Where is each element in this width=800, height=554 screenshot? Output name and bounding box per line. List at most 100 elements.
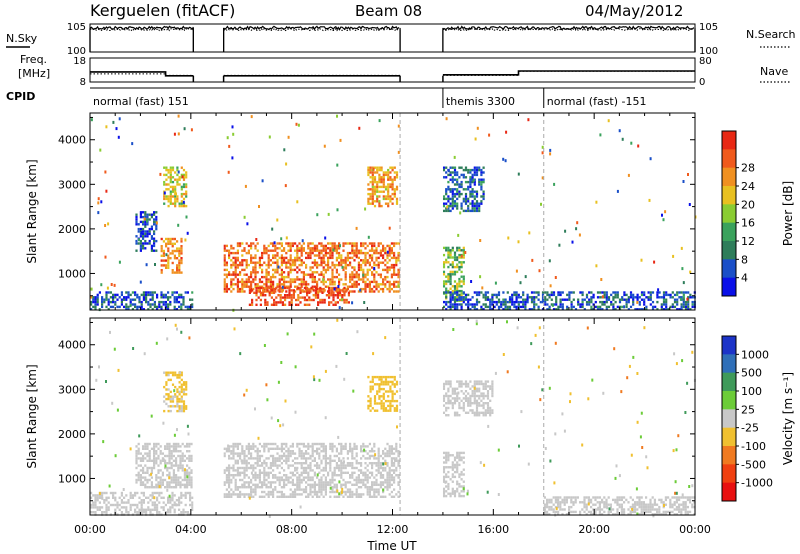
power-panel-cell [473, 171, 476, 174]
power-panel-cell [533, 308, 536, 311]
power-panel-scatter [185, 215, 188, 219]
power-panel-cell [178, 254, 181, 257]
power-panel-frame [89, 112, 696, 311]
velocity-panel-cell [135, 459, 138, 462]
power-panel-cell [375, 283, 378, 286]
power-panel-cell [150, 249, 153, 252]
power-panel-cell [376, 188, 379, 191]
power-panel-cell [223, 254, 226, 257]
velocity-panel-cell [320, 476, 323, 479]
velocity-panel-cell [137, 476, 140, 479]
velocity-panel-cell [162, 496, 165, 499]
velocity-panel-cell [176, 409, 179, 413]
power-panel-cell [671, 305, 674, 309]
velocity-panel-cell [367, 375, 370, 379]
velocity-panel-cell [98, 501, 101, 504]
power-panel-cell [349, 263, 352, 267]
velocity-panel-cell [225, 466, 228, 470]
velocity-panel-cell [184, 511, 187, 514]
power-panel-cell [473, 207, 476, 210]
velocity-panel-cell [391, 392, 394, 396]
power-panel-cell [391, 202, 394, 205]
velocity-panel-cell [280, 450, 283, 453]
velocity-panel-cell [189, 503, 192, 507]
power-panel-cell [289, 278, 292, 281]
power-panel-cell [458, 176, 461, 179]
power-panel-cell [324, 263, 327, 267]
power-panel-cell [107, 298, 110, 301]
power-panel-cell [616, 296, 619, 299]
velocity-panel-cell [228, 469, 231, 472]
power-panel-cell [614, 300, 617, 304]
power-panel-cell [289, 271, 292, 274]
nsearch-label: N.Search [746, 28, 796, 41]
power-panel-cell [346, 285, 349, 288]
velocity-panel-cell [391, 399, 394, 403]
power-panel-cell [185, 204, 188, 208]
power-panel-cell [137, 223, 140, 226]
power-panel-cell [274, 268, 277, 272]
velocity-panel-cell [338, 459, 341, 462]
power-panel-cell [247, 249, 250, 252]
velocity-panel-cell [243, 466, 246, 470]
velocity-panel-cell [395, 383, 399, 386]
velocity-panel-cell [155, 457, 158, 460]
power-panel-cell [234, 261, 237, 264]
velocity-panel-cell [342, 445, 345, 448]
power-panel-cell [162, 303, 165, 306]
velocity-panel-cell [390, 450, 393, 453]
velocity-panel-cell [351, 464, 354, 467]
velocity-panel-cell [473, 382, 476, 386]
power-panel-cell [328, 303, 331, 306]
power-panel-cell [397, 280, 400, 284]
velocity-panel-cell [349, 447, 352, 450]
power-panel-cell [254, 278, 257, 281]
velocity-panel-cell [252, 490, 255, 494]
velocity-panel-cell [357, 469, 360, 472]
power-panel-cell [142, 223, 145, 226]
velocity-panel-cell [178, 373, 181, 377]
noise-series-0 [223, 25, 400, 31]
power-panel-scatter [355, 255, 358, 259]
power-panel-cell [393, 268, 396, 272]
velocity-panel-cell [159, 478, 162, 482]
velocity-panel-cell [151, 508, 154, 511]
power-panel-cell [307, 273, 310, 276]
power-panel-scatter [637, 144, 640, 148]
velocity-panel-cell [182, 383, 186, 386]
power-panel-cell [364, 283, 367, 286]
velocity-panel-cell [184, 494, 187, 497]
power-panel-cell [561, 308, 564, 311]
power-panel-cell [689, 296, 692, 299]
power-panel-cell [331, 273, 334, 276]
velocity-panel-cell [320, 450, 323, 453]
velocity-panel-cell [302, 454, 305, 458]
power-panel-cell [458, 277, 461, 281]
power-panel-scatter [397, 150, 400, 154]
velocity-panel-cell [390, 447, 393, 450]
power-panel-cell [278, 283, 281, 286]
velocity-panel-cell [291, 478, 294, 482]
power-panel-cell [335, 256, 338, 260]
power-panel-cell [355, 251, 358, 255]
power-panel-cell [306, 289, 309, 292]
velocity-panel-cell [134, 494, 137, 497]
velocity-panel-cell [190, 478, 193, 482]
power-panel-cell [460, 261, 463, 264]
power-panel-cell [230, 280, 233, 284]
power-panel-cell [150, 247, 153, 250]
velocity-panel-cell [170, 481, 173, 484]
velocity-panel-cell [258, 464, 261, 467]
power-panel-cell [388, 244, 391, 248]
power-panel-cell [321, 298, 324, 302]
power-panel-cell [397, 290, 400, 293]
power-panel-cell [386, 280, 389, 284]
power-panel-cell [169, 173, 172, 177]
velocity-panel-cell [373, 399, 377, 403]
power-panel-cell [486, 296, 490, 299]
power-panel-cell [375, 285, 378, 288]
power-panel-cell [285, 263, 288, 267]
velocity-panel-cell [142, 445, 145, 448]
power-panel-cell [462, 168, 465, 172]
velocity-panel-cell [491, 394, 494, 398]
